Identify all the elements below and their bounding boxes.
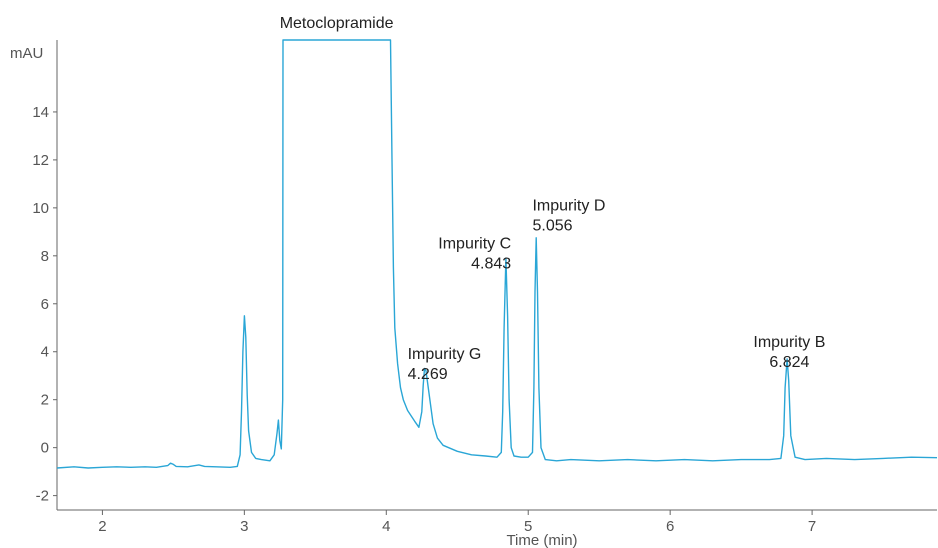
y-tick-label: 4 bbox=[41, 344, 49, 361]
peak-annotation: Impurity G 4.269 bbox=[408, 346, 482, 383]
x-tick-label: 5 bbox=[524, 518, 532, 535]
y-tick-label: 12 bbox=[32, 152, 49, 169]
y-tick-label: -2 bbox=[36, 488, 49, 505]
peak-annotation-line: Metoclopramide bbox=[280, 15, 394, 32]
axes: -2 0 2 4 6 8 10 12 14 2 3 4 5 6 7 bbox=[32, 40, 937, 535]
peak-annotation: Impurity C 4.843 bbox=[438, 236, 511, 273]
series-line bbox=[56, 39, 938, 469]
peak-annotation-line: Impurity G bbox=[408, 346, 482, 363]
y-tick-label: 0 bbox=[41, 440, 49, 457]
y-tick-label: 8 bbox=[41, 248, 49, 265]
peak-annotation-line: 4.269 bbox=[408, 366, 448, 383]
x-tick-label: 3 bbox=[240, 518, 248, 535]
peak-annotation-line: Impurity B bbox=[753, 334, 825, 351]
peak-annotation-line: 4.843 bbox=[471, 256, 511, 273]
y-tick-label: 10 bbox=[32, 200, 49, 217]
y-axis-title: mAU bbox=[10, 45, 43, 62]
x-tick-label: 2 bbox=[98, 518, 106, 535]
peak-annotation-line: 6.824 bbox=[769, 354, 809, 371]
x-axis-title: Time (min) bbox=[506, 532, 577, 548]
y-tick-label: 2 bbox=[41, 392, 49, 409]
peak-annotation: Metoclopramide bbox=[280, 15, 394, 32]
y-tick-label: 6 bbox=[41, 296, 49, 313]
peak-annotation: Impurity B 6.824 bbox=[753, 334, 825, 371]
peak-annotation: Impurity D 5.056 bbox=[532, 197, 605, 234]
peak-labels: Metoclopramide Impurity G 4.269 Impurity C 4… bbox=[280, 15, 826, 383]
peak-annotation-line: 5.056 bbox=[532, 217, 572, 234]
trace bbox=[56, 39, 938, 469]
y-tick-label: 14 bbox=[32, 104, 49, 121]
x-tick-label: 7 bbox=[808, 518, 816, 535]
x-tick-label: 6 bbox=[666, 518, 674, 535]
peak-annotation-line: Impurity C bbox=[438, 236, 511, 253]
peak-annotation-line: Impurity D bbox=[532, 197, 605, 214]
x-tick-label: 4 bbox=[382, 518, 390, 535]
